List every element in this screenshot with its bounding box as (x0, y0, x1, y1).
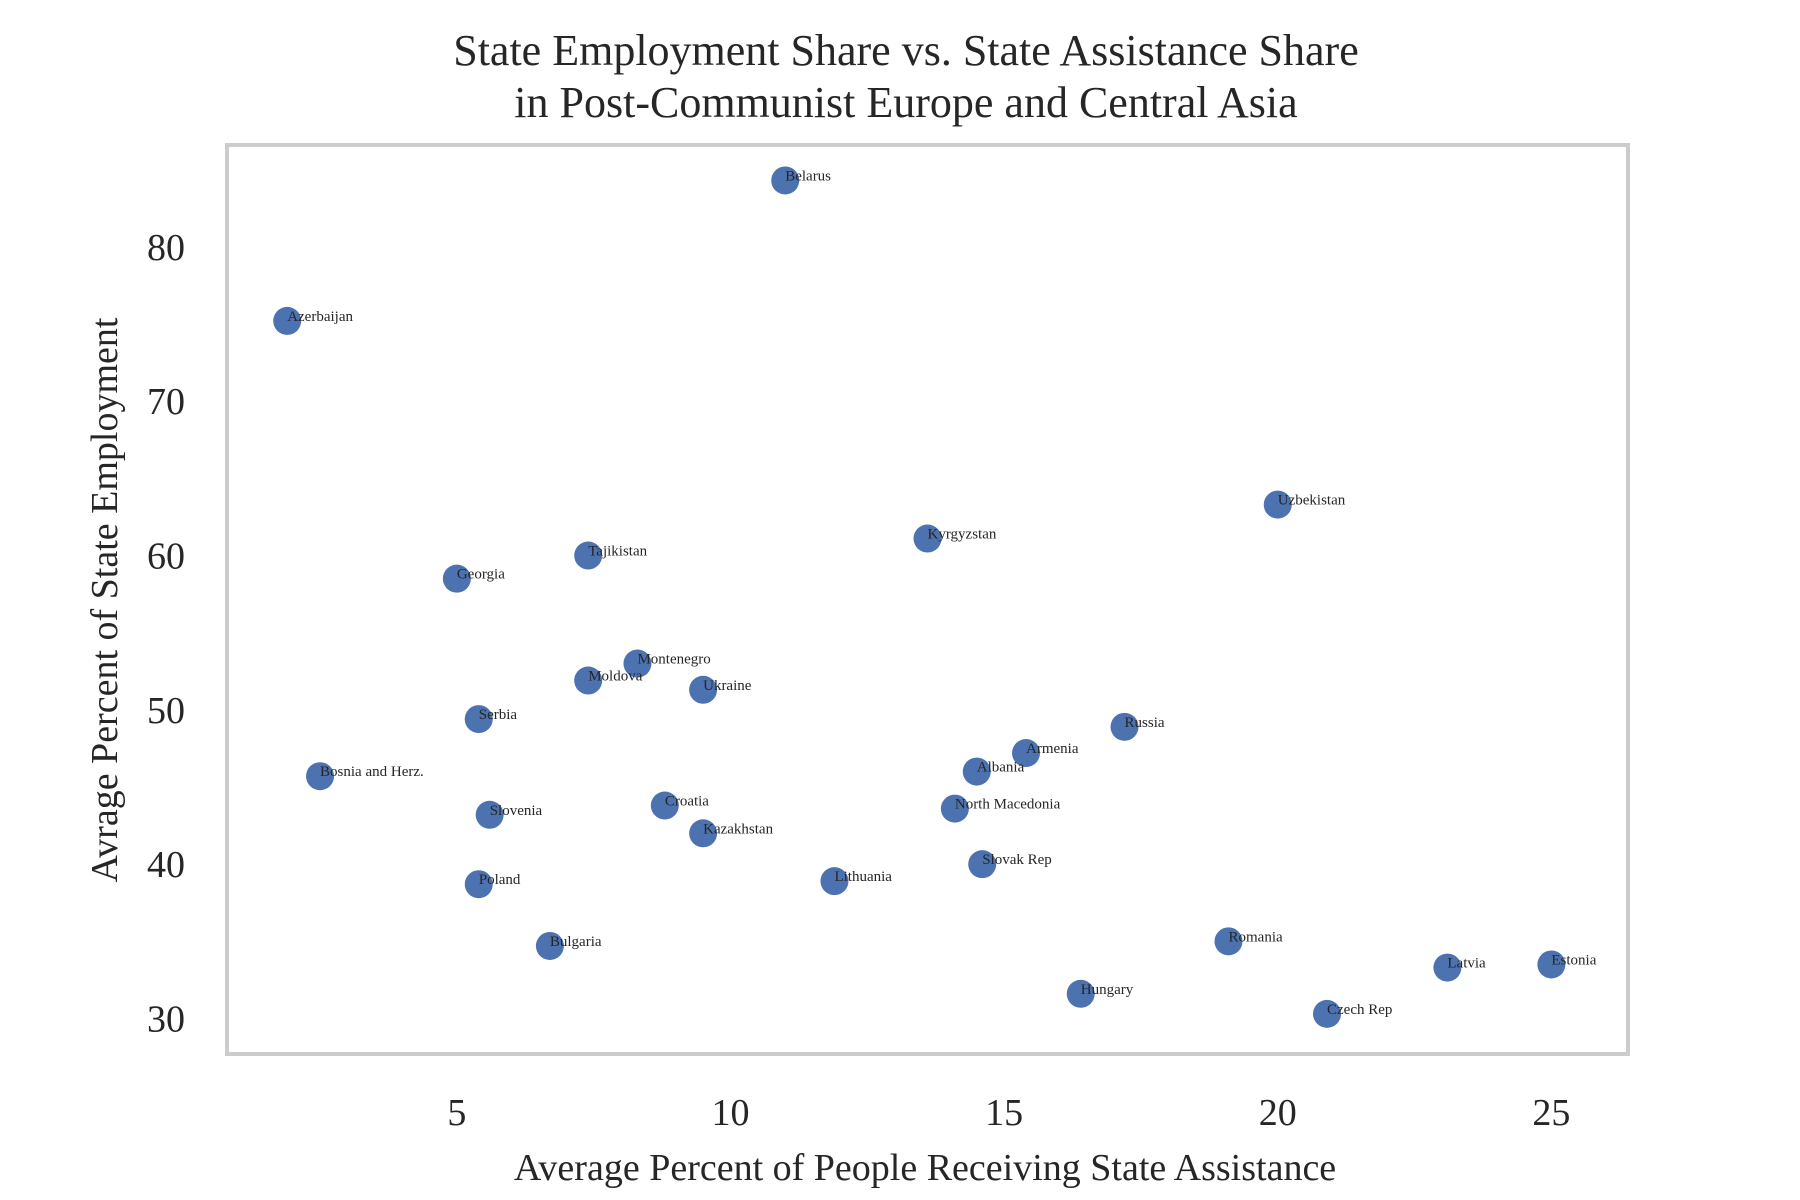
data-point (623, 649, 652, 678)
data-point-label: Estonia (1551, 952, 1596, 968)
data-point-label: Montenegro (637, 652, 710, 668)
data-point-label: Uzbekistan (1278, 493, 1346, 509)
data-point (464, 870, 493, 899)
data-point-label: Azerbaijan (287, 309, 353, 325)
data-point-label: Moldova (588, 669, 643, 685)
data-point-label: Armenia (1026, 741, 1079, 757)
data-point (1214, 927, 1243, 956)
data-point-label: Lithuania (834, 869, 892, 885)
data-point-label: Georgia (457, 567, 505, 583)
data-point-label: Russia (1125, 715, 1165, 731)
data-point-label: Ukraine (703, 678, 752, 694)
data-point-label: Latvia (1447, 956, 1486, 972)
data-point (1012, 739, 1041, 768)
x-tick-label: 10 (711, 1092, 749, 1134)
x-axis-label: Average Percent of People Receiving Stat… (514, 1147, 1336, 1189)
data-point (464, 705, 493, 734)
y-tick-label: 60 (147, 536, 185, 578)
data-point (574, 666, 603, 695)
data-point-label: Tajikistan (588, 544, 647, 560)
data-point-label: Serbia (479, 707, 518, 723)
data-point-label: Slovenia (490, 803, 543, 819)
data-point (1537, 950, 1566, 979)
data-point-label: North Macedonia (955, 797, 1061, 813)
data-point-label: Bosnia and Herz. (320, 764, 424, 780)
data-point-label: Kyrgyzstan (928, 527, 997, 543)
data-point (442, 564, 471, 593)
data-point (689, 819, 718, 848)
data-point-label: Belarus (785, 168, 831, 184)
data-point (820, 867, 849, 896)
data-point (968, 850, 997, 879)
y-tick-label: 30 (147, 999, 185, 1041)
data-point (962, 757, 991, 786)
data-point (1110, 712, 1139, 741)
y-tick-label: 50 (147, 690, 185, 732)
y-axis-ticks: 30 40 50 60 70 80 (147, 227, 185, 1041)
data-point (913, 524, 942, 553)
x-tick-label: 5 (447, 1092, 466, 1134)
x-tick-label: 20 (1259, 1092, 1297, 1134)
data-point-label: Kazakhstan (703, 821, 773, 837)
y-tick-label: 40 (147, 844, 185, 886)
data-point (1433, 953, 1462, 982)
data-point (1313, 999, 1342, 1028)
chart-title-line-2: in Post-Communist Europe and Central Asi… (514, 78, 1297, 127)
data-points (273, 166, 1566, 1028)
chart-title-line-1: State Employment Share vs. State Assista… (453, 26, 1359, 75)
data-point-labels: Belarus Azerbaijan Uzbekistan Kyrgyzstan Taj… (287, 168, 1597, 1017)
data-point (475, 800, 504, 829)
data-point (650, 791, 679, 820)
data-point-label: Croatia (665, 794, 709, 810)
y-tick-label: 80 (147, 227, 185, 269)
data-point (535, 931, 564, 960)
data-point-label: Hungary (1081, 982, 1134, 998)
data-point (306, 762, 335, 791)
data-point (940, 794, 969, 823)
data-point-label: Slovak Rep (982, 852, 1052, 868)
y-axis-label: Avrage Percent of State Employment (84, 317, 126, 882)
x-axis-ticks: 5 10 15 20 25 (447, 1092, 1570, 1134)
data-point (1066, 979, 1095, 1008)
data-point (273, 306, 302, 335)
plot-frame (225, 143, 1630, 1056)
data-point-label: Bulgaria (550, 934, 602, 950)
x-tick-label: 15 (985, 1092, 1023, 1134)
data-point-label: Romania (1228, 929, 1282, 945)
data-point (1263, 490, 1292, 519)
data-point (574, 541, 603, 570)
data-point-label: Czech Rep (1327, 1002, 1392, 1018)
y-tick-label: 70 (147, 381, 185, 423)
data-point (689, 675, 718, 704)
data-point-label: Albania (977, 760, 1025, 776)
data-point-label: Poland (479, 872, 521, 888)
x-tick-label: 25 (1532, 1092, 1570, 1134)
data-point (771, 166, 800, 195)
